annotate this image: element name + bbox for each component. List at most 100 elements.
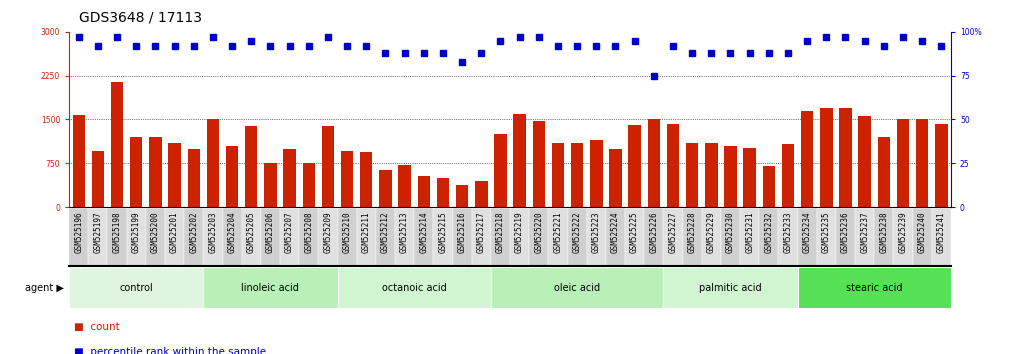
- FancyBboxPatch shape: [912, 208, 932, 267]
- FancyBboxPatch shape: [376, 208, 395, 267]
- FancyBboxPatch shape: [587, 208, 606, 267]
- Bar: [456, 185, 469, 207]
- Text: GSM525218: GSM525218: [496, 211, 505, 253]
- FancyBboxPatch shape: [529, 208, 548, 267]
- Text: GSM525227: GSM525227: [668, 211, 677, 253]
- Text: GSM525213: GSM525213: [400, 211, 409, 253]
- FancyBboxPatch shape: [932, 208, 951, 267]
- Text: GSM525231: GSM525231: [745, 211, 755, 253]
- Text: GSM525238: GSM525238: [880, 211, 888, 253]
- FancyBboxPatch shape: [88, 208, 108, 267]
- Bar: [436, 178, 450, 207]
- FancyBboxPatch shape: [817, 208, 836, 267]
- FancyBboxPatch shape: [108, 208, 127, 267]
- Text: palmitic acid: palmitic acid: [699, 282, 762, 293]
- Text: GSM525200: GSM525200: [151, 211, 160, 253]
- Text: GSM525241: GSM525241: [937, 211, 946, 253]
- FancyBboxPatch shape: [184, 208, 203, 267]
- Bar: [206, 120, 219, 207]
- FancyBboxPatch shape: [280, 208, 299, 267]
- FancyBboxPatch shape: [338, 267, 491, 308]
- Text: GSM525197: GSM525197: [94, 211, 103, 253]
- Text: GSM525240: GSM525240: [917, 211, 926, 253]
- FancyBboxPatch shape: [242, 208, 260, 267]
- Bar: [72, 115, 85, 207]
- FancyBboxPatch shape: [740, 208, 760, 267]
- FancyBboxPatch shape: [548, 208, 567, 267]
- Text: GSM525239: GSM525239: [898, 211, 907, 253]
- Text: GSM525221: GSM525221: [553, 211, 562, 253]
- Bar: [341, 151, 353, 207]
- Bar: [763, 166, 775, 207]
- FancyBboxPatch shape: [338, 208, 357, 267]
- Bar: [111, 81, 123, 207]
- Bar: [782, 144, 794, 207]
- FancyBboxPatch shape: [414, 208, 433, 267]
- Bar: [360, 152, 372, 207]
- Text: GSM525237: GSM525237: [860, 211, 870, 253]
- FancyBboxPatch shape: [760, 208, 778, 267]
- Text: GSM525219: GSM525219: [515, 211, 524, 253]
- Text: GSM525224: GSM525224: [611, 211, 620, 253]
- Bar: [858, 116, 871, 207]
- Text: GSM525222: GSM525222: [573, 211, 582, 253]
- Text: GSM525208: GSM525208: [304, 211, 313, 253]
- Text: GSM525216: GSM525216: [458, 211, 467, 253]
- Bar: [724, 146, 736, 207]
- Text: ■  percentile rank within the sample: ■ percentile rank within the sample: [74, 347, 266, 354]
- Text: stearic acid: stearic acid: [846, 282, 902, 293]
- FancyBboxPatch shape: [797, 208, 817, 267]
- Text: GSM525204: GSM525204: [228, 211, 237, 253]
- Bar: [187, 149, 200, 207]
- Text: GSM525210: GSM525210: [343, 211, 352, 253]
- FancyBboxPatch shape: [395, 208, 414, 267]
- FancyBboxPatch shape: [223, 208, 242, 267]
- Text: oleic acid: oleic acid: [554, 282, 600, 293]
- Text: GSM525215: GSM525215: [438, 211, 447, 253]
- FancyBboxPatch shape: [778, 208, 797, 267]
- Text: GSM525228: GSM525228: [687, 211, 697, 253]
- Text: GSM525205: GSM525205: [247, 211, 255, 253]
- Bar: [571, 143, 584, 207]
- Bar: [685, 143, 699, 207]
- FancyBboxPatch shape: [855, 208, 875, 267]
- Text: GSM525235: GSM525235: [822, 211, 831, 253]
- Text: GSM525234: GSM525234: [802, 211, 812, 253]
- Bar: [149, 137, 162, 207]
- Bar: [839, 108, 851, 207]
- Bar: [226, 146, 238, 207]
- FancyBboxPatch shape: [721, 208, 740, 267]
- Text: GSM525236: GSM525236: [841, 211, 850, 253]
- Text: octanoic acid: octanoic acid: [381, 282, 446, 293]
- FancyBboxPatch shape: [491, 267, 663, 308]
- Text: GSM525206: GSM525206: [265, 211, 275, 253]
- Bar: [801, 111, 814, 207]
- Text: GSM525203: GSM525203: [208, 211, 218, 253]
- FancyBboxPatch shape: [644, 208, 663, 267]
- Bar: [418, 176, 430, 207]
- FancyBboxPatch shape: [702, 208, 721, 267]
- FancyBboxPatch shape: [299, 208, 318, 267]
- FancyBboxPatch shape: [69, 208, 88, 267]
- FancyBboxPatch shape: [203, 267, 338, 308]
- Bar: [897, 120, 909, 207]
- Bar: [245, 126, 257, 207]
- Bar: [609, 149, 621, 207]
- Text: ■  count: ■ count: [74, 322, 120, 332]
- Bar: [284, 149, 296, 207]
- Bar: [667, 124, 679, 207]
- Bar: [494, 134, 506, 207]
- Bar: [321, 126, 335, 207]
- Text: GSM525226: GSM525226: [649, 211, 658, 253]
- Bar: [551, 143, 564, 207]
- Text: GSM525217: GSM525217: [477, 211, 486, 253]
- FancyBboxPatch shape: [663, 208, 682, 267]
- FancyBboxPatch shape: [491, 208, 511, 267]
- FancyBboxPatch shape: [318, 208, 338, 267]
- FancyBboxPatch shape: [836, 208, 855, 267]
- Bar: [379, 170, 392, 207]
- Bar: [820, 108, 833, 207]
- FancyBboxPatch shape: [797, 267, 951, 308]
- Text: GSM525233: GSM525233: [783, 211, 792, 253]
- Text: GSM525207: GSM525207: [285, 211, 294, 253]
